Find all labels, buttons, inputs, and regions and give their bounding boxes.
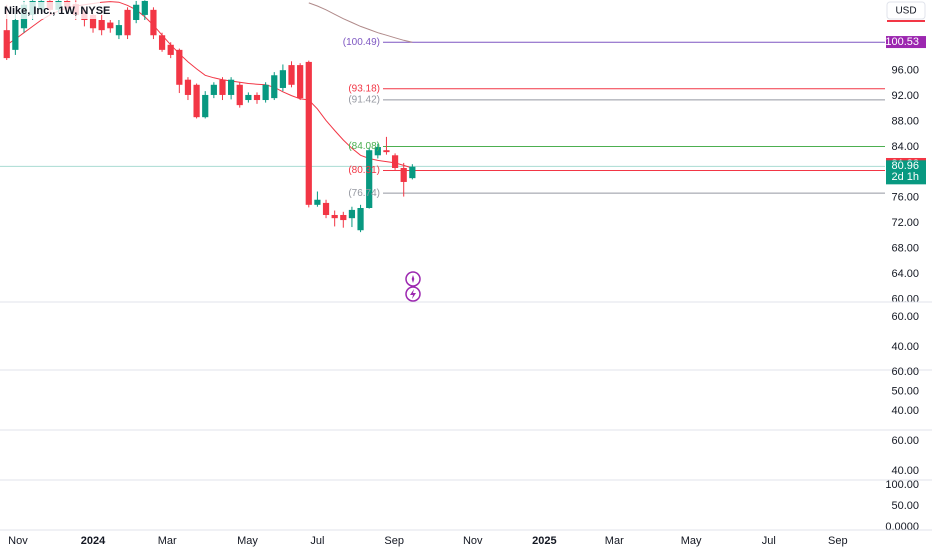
currency-button[interactable] xyxy=(886,1,926,20)
level-label: (93.18) xyxy=(348,83,380,94)
pane-tick-label: 100.00 xyxy=(885,479,919,491)
candle-body xyxy=(391,155,399,168)
candle-body xyxy=(400,167,407,182)
price-tag xyxy=(886,160,926,185)
pane-tick-label: 60.00 xyxy=(891,311,919,323)
price-tag-label: 80.96 xyxy=(891,160,919,172)
candle-body xyxy=(219,79,226,95)
x-tick-label: Sep xyxy=(828,535,848,547)
y-tick-label: 96.00 xyxy=(891,65,919,77)
level-label: (76.74) xyxy=(348,188,380,199)
candle-body xyxy=(193,84,200,118)
x-tick-label: 2025 xyxy=(532,535,556,547)
currency-underline xyxy=(887,20,925,22)
x-tick-label: Mar xyxy=(158,535,177,547)
title-bg xyxy=(0,2,100,19)
y-tick-label: 88.00 xyxy=(891,116,919,128)
candle-body xyxy=(288,65,295,85)
x-tick-label: May xyxy=(681,535,702,547)
candle-body xyxy=(228,79,235,95)
pane-tick-label: 50.00 xyxy=(891,500,919,512)
candle-body xyxy=(331,214,338,219)
moving-average xyxy=(308,2,413,43)
candle-body xyxy=(374,147,381,156)
candle-body xyxy=(297,65,304,99)
candle-body xyxy=(98,20,105,31)
candle-body xyxy=(12,20,19,50)
overlay: 96.00 92.00 88.00 84.00 76.00 72.00 68.00 64.00… xyxy=(0,36,932,547)
candle-body xyxy=(314,199,321,205)
pane-tick-label: 60.00 xyxy=(891,435,919,447)
price-tag xyxy=(886,36,926,49)
pane-tick-label: 60.00 xyxy=(891,366,919,378)
level-label: (84.08) xyxy=(348,141,380,152)
event-icon-glyph xyxy=(411,275,415,283)
pane-tick-label: 40.00 xyxy=(891,465,919,477)
candle-body xyxy=(202,94,209,118)
level-label: (100.49) xyxy=(343,37,380,48)
x-tick-label: 2024 xyxy=(81,535,106,547)
main-pane xyxy=(0,0,885,233)
chart-title: Nike, Inc., 1W, NYSE xyxy=(4,5,110,17)
candle-body xyxy=(253,94,261,101)
candle-body xyxy=(150,9,157,36)
candle-body xyxy=(124,9,131,36)
y-tick-label: 72.00 xyxy=(891,217,919,229)
candle-body xyxy=(340,214,347,221)
candle-body xyxy=(409,166,416,179)
x-tick-label: Sep xyxy=(384,535,404,547)
candle-body xyxy=(141,0,148,15)
y-tick-label: 64.00 xyxy=(891,268,919,280)
candle-body xyxy=(245,94,252,101)
x-tick-label: Jul xyxy=(762,535,776,547)
earnings-icon-glyph xyxy=(410,289,416,299)
pane-tick-label: 40.00 xyxy=(891,405,919,417)
x-tick-label: Jul xyxy=(310,535,324,547)
candle-body xyxy=(383,150,390,153)
price-tag-label: 100.53 xyxy=(885,36,919,48)
candle-body xyxy=(322,202,330,215)
candle-body xyxy=(184,79,192,95)
candle-body xyxy=(279,70,286,88)
currency-label: USD xyxy=(895,6,916,17)
pane-tick-label: 0.0000 xyxy=(885,521,919,533)
candle-body xyxy=(107,22,114,29)
y-tick-label: 76.00 xyxy=(891,192,919,204)
candle-body xyxy=(3,30,10,59)
price-tag-countdown: 2d 1h xyxy=(891,171,919,183)
y-tick-label: 92.00 xyxy=(891,90,919,102)
candle-body xyxy=(348,209,356,219)
level-label: (91.42) xyxy=(348,95,380,106)
candle-body xyxy=(357,208,364,231)
x-tick-label: Nov xyxy=(8,535,28,547)
candle-body xyxy=(158,35,166,50)
pane-tick-label: 40.00 xyxy=(891,341,919,353)
y-tick-label: 60.00 xyxy=(891,293,919,305)
candle-body xyxy=(262,84,269,101)
candle-body xyxy=(210,84,217,95)
candle-body xyxy=(305,61,312,205)
candle-body xyxy=(115,25,123,36)
x-tick-label: May xyxy=(237,535,258,547)
candle-body xyxy=(236,84,243,106)
x-tick-label: Mar xyxy=(605,535,624,547)
candle-body xyxy=(167,44,174,55)
pane-tick-label: 50.00 xyxy=(891,385,919,397)
y-tick-label: 84.00 xyxy=(891,141,919,153)
y-tick-label: 68.00 xyxy=(891,243,919,255)
candle-body xyxy=(176,49,183,85)
candle-body xyxy=(366,150,373,209)
candle-body xyxy=(271,75,278,99)
candle-body xyxy=(89,14,97,29)
candle-body xyxy=(133,4,140,21)
x-tick-label: Nov xyxy=(463,535,483,547)
level-label: (80.31) xyxy=(348,165,380,176)
